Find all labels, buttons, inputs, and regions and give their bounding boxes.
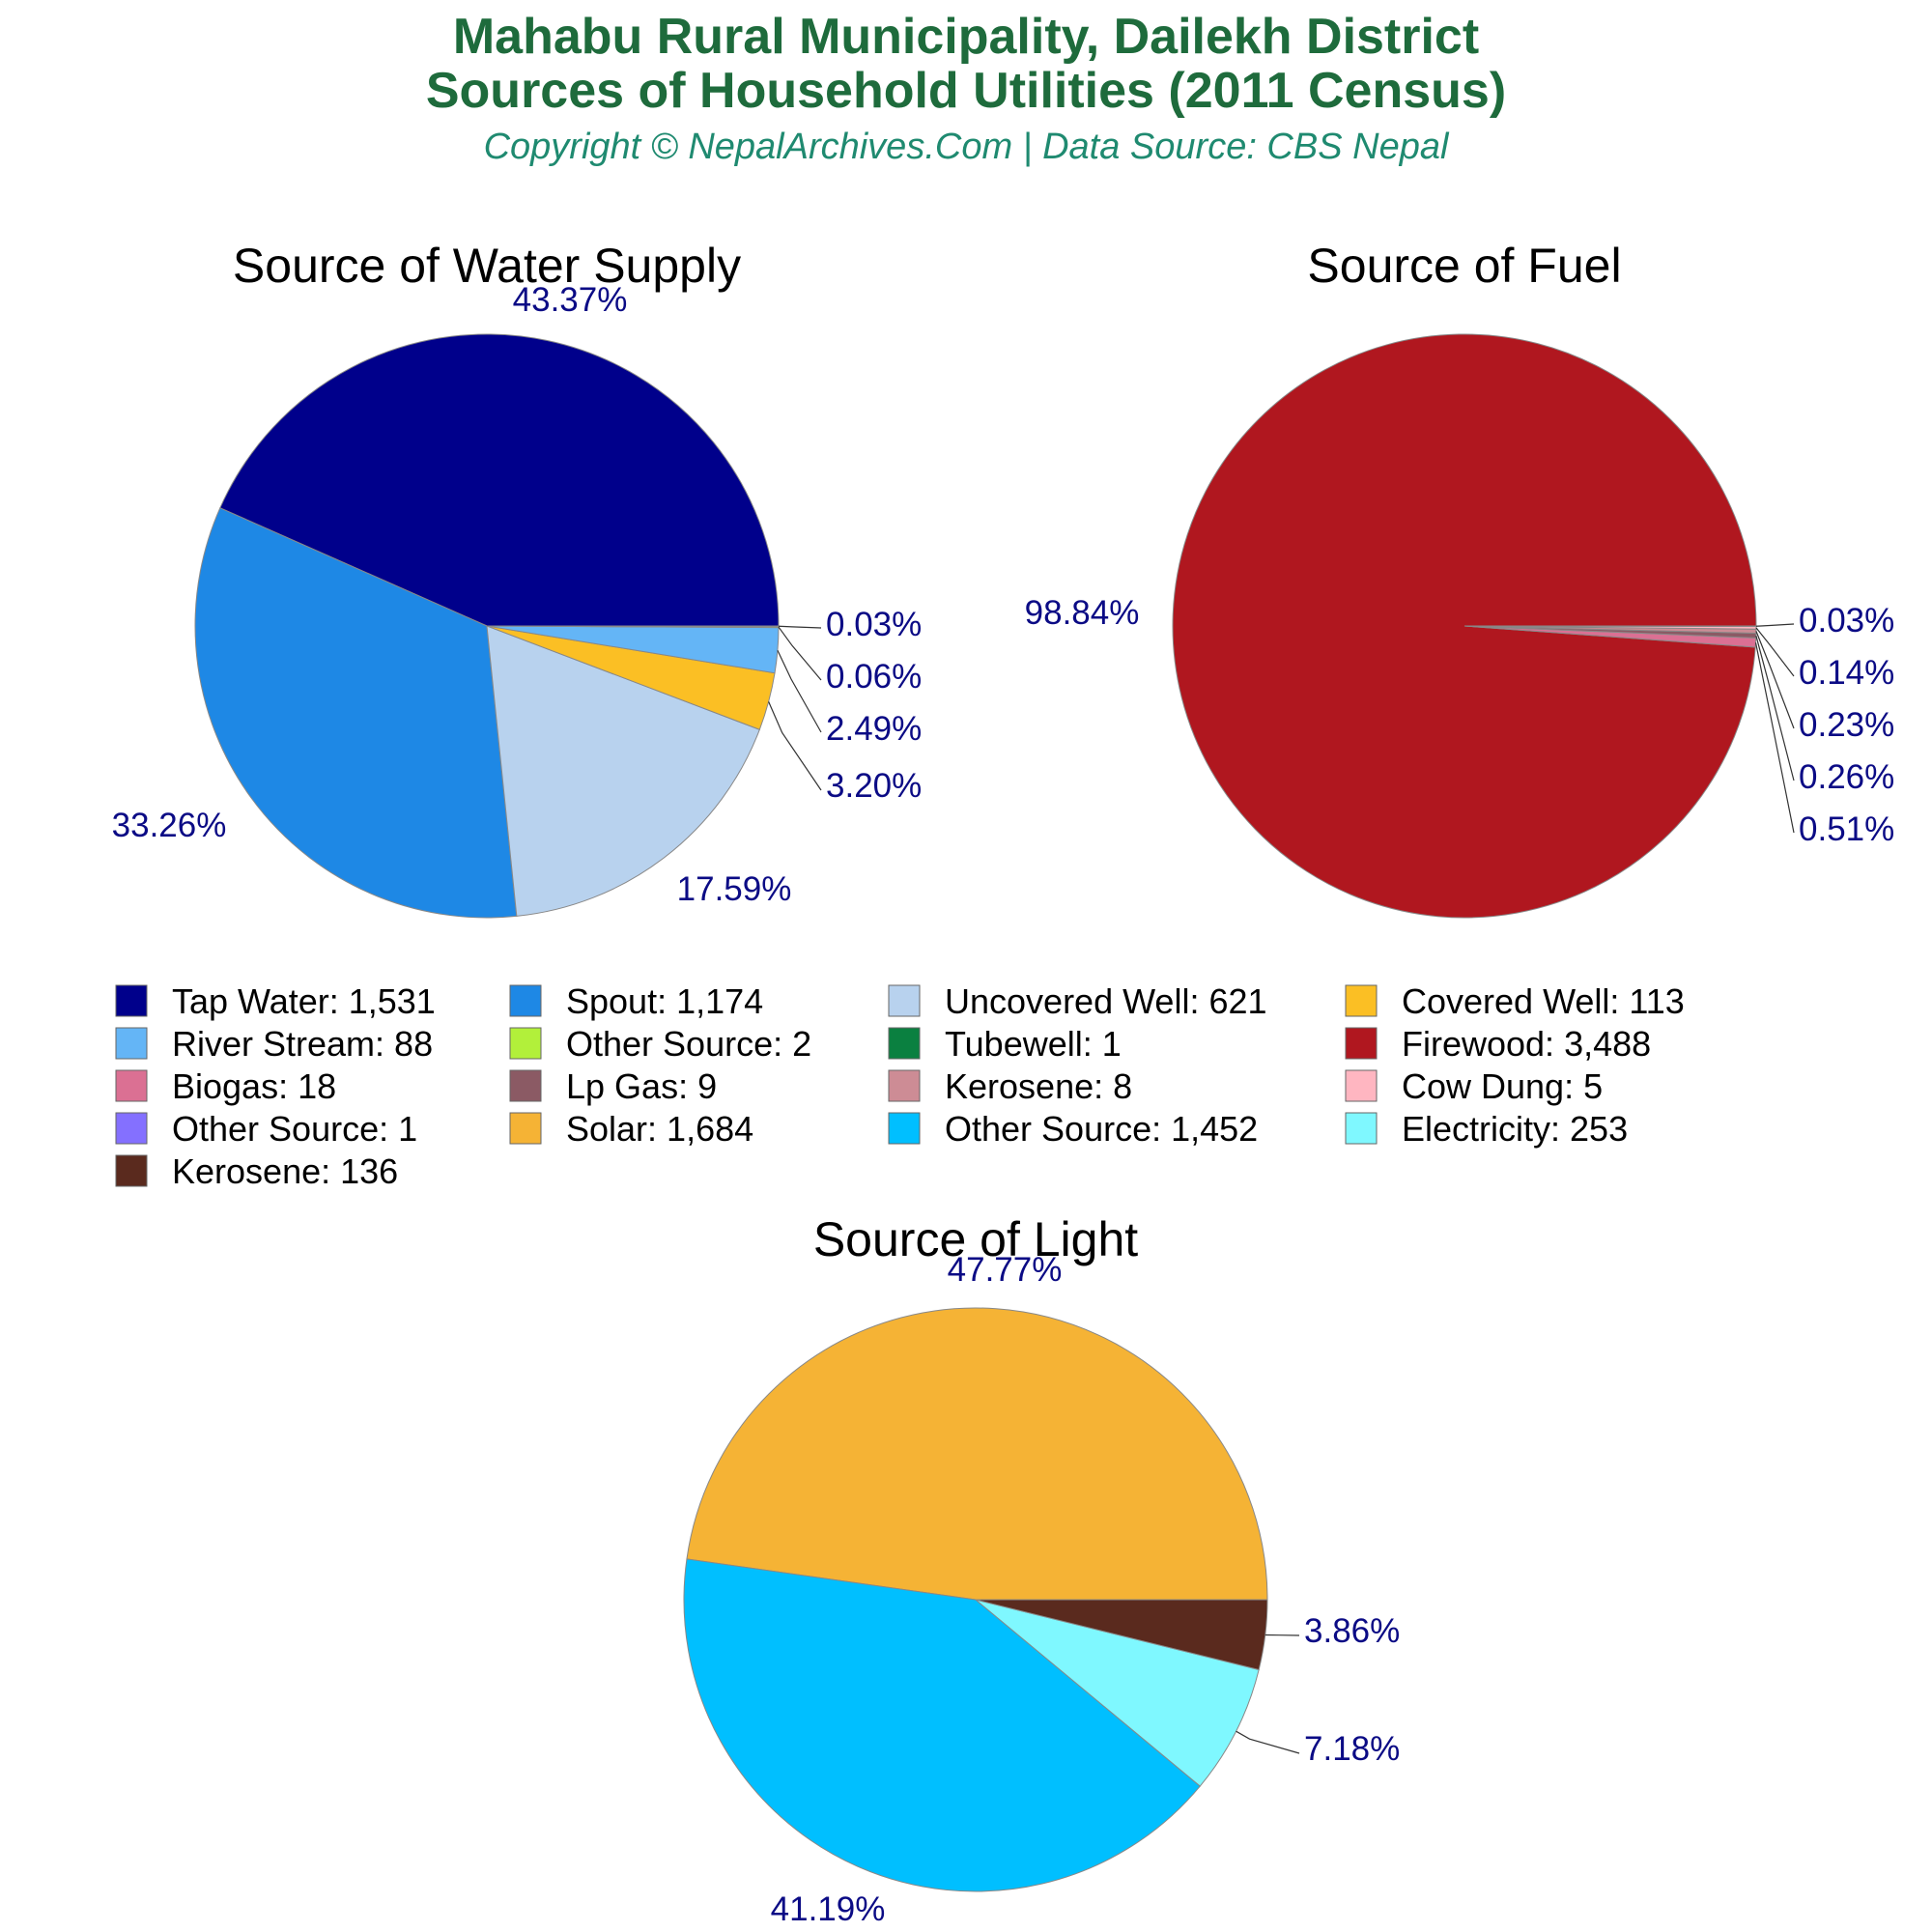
- legend-label: Electricity: 253: [1402, 1109, 1628, 1149]
- legend-label: Other Source: 1,452: [945, 1109, 1258, 1149]
- pct-label: 98.84%: [1025, 594, 1140, 632]
- legend-swatch: [888, 984, 921, 1017]
- legend-label: Tubewell: 1: [945, 1024, 1122, 1064]
- leader-line: [768, 701, 822, 791]
- leader-line: [1754, 642, 1795, 834]
- legend-item: Cow Dung: 5: [1345, 1066, 1603, 1106]
- legend-swatch: [509, 1027, 542, 1060]
- pct-label: 43.37%: [513, 281, 628, 319]
- legend-swatch: [509, 984, 542, 1017]
- title-line-2: Sources of Household Utilities (2011 Cen…: [425, 63, 1507, 119]
- pie-chart-2: Source of Fuel 98.84% 0.51% 0.26% 0.23% 0.14%…: [1025, 239, 1894, 919]
- legend-item: Firewood: 3,488: [1345, 1024, 1651, 1064]
- legend-item: Tubewell: 1: [888, 1024, 1122, 1064]
- legend-label: Kerosene: 8: [945, 1066, 1132, 1106]
- leader-line: [1755, 631, 1795, 729]
- pct-label: 41.19%: [771, 1890, 886, 1928]
- legend-item: Other Source: 2: [509, 1024, 811, 1064]
- legend-item: Uncovered Well: 621: [888, 981, 1267, 1021]
- copyright-text: Copyright © NepalArchives.Com | Data Sou…: [483, 127, 1449, 167]
- legend-label: Uncovered Well: 621: [945, 981, 1267, 1021]
- pct-label: 7.18%: [1304, 1730, 1400, 1768]
- pct-label: 0.51%: [1799, 810, 1894, 848]
- pct-label: 3.86%: [1304, 1612, 1400, 1650]
- pct-label: 0.23%: [1799, 706, 1894, 744]
- pie-title-source-of-water-supply: Source of Water Supply: [233, 239, 741, 293]
- legend-swatch: [115, 984, 148, 1017]
- pct-label: 0.14%: [1799, 654, 1894, 692]
- legend-item: Spout: 1,174: [509, 981, 763, 1021]
- pie-slice-uncovered-well: [486, 625, 760, 917]
- legend-label: Lp Gas: 9: [566, 1066, 717, 1106]
- legend: Tap Water: 1,531 Spout: 1,174 Uncovered We…: [115, 981, 1685, 1191]
- pct-label: 0.26%: [1799, 758, 1894, 796]
- legend-swatch: [888, 1027, 921, 1060]
- legend-swatch: [115, 1154, 148, 1187]
- legend-item: Electricity: 253: [1345, 1109, 1628, 1149]
- legend-swatch: [509, 1069, 542, 1102]
- legend-item: Kerosene: 8: [888, 1066, 1132, 1106]
- legend-label: Spout: 1,174: [566, 981, 763, 1021]
- pct-label: 0.03%: [826, 606, 922, 643]
- leader-line: [1755, 623, 1795, 627]
- legend-item: Solar: 1,684: [509, 1109, 753, 1149]
- pie-slice-tap-water: [219, 333, 780, 627]
- pct-label: 17.59%: [677, 870, 792, 908]
- legend-swatch: [115, 1112, 148, 1145]
- legend-swatch: [1345, 1027, 1378, 1060]
- legend-label: Firewood: 3,488: [1402, 1024, 1651, 1064]
- pie-slice-tubewell: [486, 625, 780, 628]
- legend-label: Tap Water: 1,531: [172, 981, 436, 1021]
- pct-label: 0.03%: [1799, 602, 1894, 639]
- pct-label: 47.77%: [948, 1251, 1063, 1289]
- pie-slice-kerosene: [975, 1599, 1268, 1671]
- legend-swatch: [888, 1112, 921, 1145]
- pie-slice-solar: [686, 1307, 1268, 1601]
- legend-item: River Stream: 88: [115, 1024, 433, 1064]
- leader-line: [1236, 1730, 1300, 1754]
- leader-line: [778, 625, 822, 629]
- leader-line: [778, 626, 822, 681]
- legend-label: River Stream: 88: [172, 1024, 433, 1064]
- legend-swatch: [115, 1027, 148, 1060]
- legend-swatch: [1345, 1112, 1378, 1145]
- pct-label: 2.49%: [826, 710, 922, 748]
- pct-label: 33.26%: [112, 807, 227, 844]
- leader-line: [1755, 627, 1795, 677]
- legend-label: Other Source: 1: [172, 1109, 417, 1149]
- legend-item: Tap Water: 1,531: [115, 981, 436, 1021]
- legend-item: Other Source: 1: [115, 1109, 417, 1149]
- leader-line: [777, 649, 822, 733]
- legend-label: Kerosene: 136: [172, 1151, 398, 1191]
- pie-slice-spout: [194, 507, 518, 919]
- legend-swatch: [509, 1112, 542, 1145]
- pie-slice-other-source: [1463, 625, 1757, 628]
- pct-label: 0.06%: [826, 658, 922, 696]
- legend-item: Covered Well: 113: [1345, 981, 1685, 1021]
- legend-swatch: [115, 1069, 148, 1102]
- legend-item: Lp Gas: 9: [509, 1066, 717, 1106]
- chart-header: Mahabu Rural Municipality, Dailekh Distr…: [0, 10, 1932, 176]
- legend-item: Other Source: 1,452: [888, 1109, 1258, 1149]
- legend-label: Biogas: 18: [172, 1066, 336, 1106]
- pie-slice-other-source: [683, 1558, 1201, 1892]
- legend-item: Kerosene: 136: [115, 1151, 398, 1191]
- legend-swatch: [888, 1069, 921, 1102]
- pct-label: 3.20%: [826, 767, 922, 805]
- legend-swatch: [1345, 984, 1378, 1017]
- pie-title-source-of-light: Source of Light: [813, 1212, 1138, 1266]
- legend-label: Solar: 1,684: [566, 1109, 753, 1149]
- legend-label: Cow Dung: 5: [1402, 1066, 1603, 1106]
- title-line-1: Mahabu Rural Municipality, Dailekh Distr…: [452, 9, 1480, 65]
- legend-swatch: [1345, 1069, 1378, 1102]
- legend-label: Other Source: 2: [566, 1024, 811, 1064]
- legend-label: Covered Well: 113: [1402, 981, 1685, 1021]
- pie-title-source-of-fuel: Source of Fuel: [1307, 239, 1621, 293]
- legend-item: Biogas: 18: [115, 1066, 336, 1106]
- leader-line: [1755, 635, 1795, 781]
